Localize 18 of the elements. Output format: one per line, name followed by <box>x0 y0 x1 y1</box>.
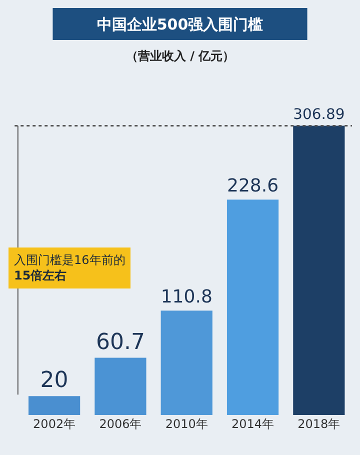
x-tick-label: 2002年 <box>33 417 76 431</box>
bar <box>28 396 80 415</box>
x-tick-label: 2010年 <box>165 417 208 431</box>
annotation: 入围门槛是16年前的 15倍左右 <box>14 253 126 283</box>
bar <box>160 310 212 415</box>
x-tick-label: 2018年 <box>298 417 340 431</box>
bar <box>226 200 279 415</box>
bar <box>293 126 345 415</box>
chart-title: 中国企业500强入围门槛 <box>96 15 264 34</box>
data-label: 228.6 <box>226 176 279 197</box>
chart-subtitle: （营业收入 / 亿元） <box>126 49 235 63</box>
x-tick-label: 2014年 <box>231 417 274 431</box>
x-tick-label: 2006年 <box>99 417 142 431</box>
data-label: 110.8 <box>160 286 212 308</box>
data-label: 60.7 <box>96 330 145 355</box>
data-label: 20 <box>40 368 68 394</box>
bar <box>94 358 146 415</box>
data-label: 306.89 <box>293 106 345 123</box>
